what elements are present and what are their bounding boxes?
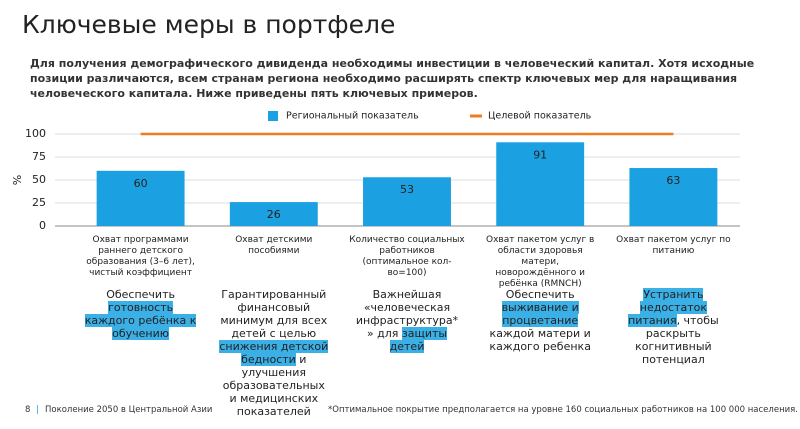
separator: | [36, 405, 39, 415]
x-tick-label: Количество социальных работников (оптима… [349, 235, 465, 278]
y-axis-label: % [11, 175, 24, 185]
caption: Важнейшая «человеческая инфраструктура* … [351, 288, 463, 353]
y-tick-label: 75 [32, 150, 46, 163]
caption-text: Важнейшая «человеческая инфраструктура* … [355, 288, 459, 340]
highlight: снижения детской бедности [219, 340, 329, 366]
y-tick-label: 25 [32, 196, 46, 209]
data-label: 53 [400, 183, 414, 196]
caption: Обеспечить выживание и процветание каждо… [484, 288, 596, 353]
legend-swatch [268, 111, 278, 121]
caption-text: каждой матери и каждого ребенка [489, 327, 591, 353]
bar [629, 168, 718, 226]
y-tick-label: 50 [32, 173, 46, 186]
data-label: 91 [533, 148, 547, 161]
data-label: 63 [666, 174, 680, 187]
data-label: 26 [267, 208, 281, 221]
y-tick-label: 0 [39, 219, 46, 232]
caption-text: , чтобы раскрыть когнитивный потенциал [635, 314, 719, 366]
caption: Гарантированный финансовый минимум для в… [218, 288, 330, 418]
x-tick-label: Охват детскими пособиями [235, 235, 313, 256]
caption-text: Обеспечить [505, 288, 575, 301]
footnote: *Оптимальное покрытие предполагается на … [328, 405, 798, 415]
caption-text: Обеспечить [106, 288, 175, 301]
highlight: выживание и процветание [501, 301, 579, 327]
data-label: 60 [134, 177, 148, 190]
x-tick-label: Охват программами раннего детского образ… [86, 235, 195, 278]
intro: Для получения демографического дивиденда… [30, 57, 755, 100]
caption: Обеспечить готовность каждого ребёнка к … [84, 288, 197, 340]
caption-text: Гарантированный финансовый минимум для в… [220, 288, 328, 340]
caption-text: и улучшения образовательных и медицински… [222, 353, 325, 418]
legend-label: Целевой показатель [488, 111, 592, 122]
bar [229, 202, 318, 226]
bar [363, 177, 451, 226]
page-number: 8 [25, 405, 31, 415]
title: Ключевые меры в портфеле [22, 10, 396, 39]
bar [496, 142, 585, 226]
x-tick-label: Охват пакетом услуг по питанию [616, 235, 731, 256]
publication: Поколение 2050 в Центральной Азии [45, 405, 213, 415]
legend-label: Региональный показатель [286, 111, 419, 122]
x-tick-label: Охват пакетом услуг в области здоровья м… [486, 235, 595, 289]
caption: Устранить недостаток питания, чтобы раск… [617, 288, 729, 366]
y-tick-label: 100 [25, 127, 46, 140]
highlight: готовность каждого ребёнка к обучению [84, 301, 197, 340]
bar [96, 170, 185, 226]
